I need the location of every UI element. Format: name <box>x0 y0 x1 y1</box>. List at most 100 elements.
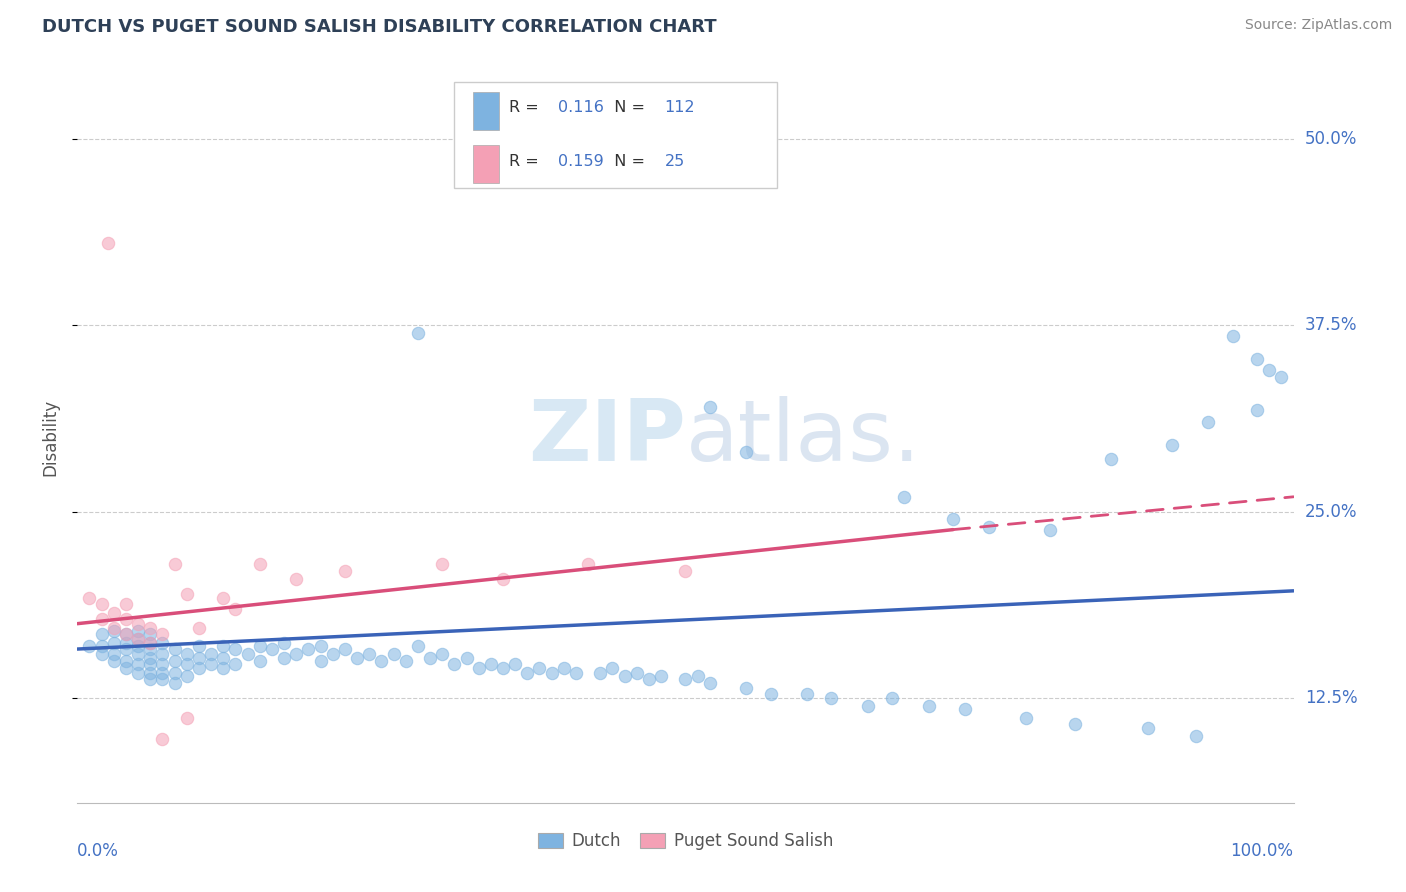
Point <box>346 651 368 665</box>
Text: Source: ZipAtlas.com: Source: ZipAtlas.com <box>1244 18 1392 32</box>
Point <box>103 654 125 668</box>
Point <box>893 490 915 504</box>
Point <box>103 636 125 650</box>
Point <box>139 672 162 686</box>
Point <box>152 647 174 661</box>
Point <box>212 661 235 675</box>
Text: 0.159: 0.159 <box>558 153 603 169</box>
Point <box>200 657 222 671</box>
Point <box>1246 403 1268 417</box>
Point <box>188 651 211 665</box>
Text: R =: R = <box>509 153 544 169</box>
Point <box>152 731 174 746</box>
Point <box>152 657 174 671</box>
Point <box>942 512 965 526</box>
Point <box>115 597 138 611</box>
Point <box>224 601 246 615</box>
Point <box>212 639 235 653</box>
Point <box>395 654 418 668</box>
Point <box>1099 452 1122 467</box>
Point <box>115 627 138 641</box>
Point <box>249 639 271 653</box>
Text: 0.116: 0.116 <box>558 101 603 115</box>
Point <box>103 606 125 620</box>
Point <box>638 672 661 686</box>
FancyBboxPatch shape <box>472 145 499 183</box>
Point <box>1222 328 1244 343</box>
Text: N =: N = <box>605 101 650 115</box>
Point <box>492 572 515 586</box>
Point <box>97 235 120 250</box>
Point <box>115 654 138 668</box>
Text: DUTCH VS PUGET SOUND SALISH DISABILITY CORRELATION CHART: DUTCH VS PUGET SOUND SALISH DISABILITY C… <box>42 18 717 36</box>
Point <box>285 572 308 586</box>
Point <box>139 657 162 671</box>
Point <box>443 657 465 671</box>
Point <box>115 612 138 626</box>
Point <box>127 624 149 639</box>
Point <box>1039 523 1062 537</box>
Point <box>1197 415 1219 429</box>
Point <box>699 676 721 690</box>
Point <box>127 639 149 653</box>
Point <box>139 636 162 650</box>
FancyBboxPatch shape <box>472 92 499 130</box>
Point <box>163 676 186 690</box>
Point <box>115 627 138 641</box>
Point <box>285 647 308 661</box>
Point <box>419 651 441 665</box>
Point <box>820 691 842 706</box>
Point <box>735 445 758 459</box>
Text: 100.0%: 100.0% <box>1230 842 1294 860</box>
Point <box>127 647 149 661</box>
Point <box>139 621 162 635</box>
Point <box>249 557 271 571</box>
Point <box>212 591 235 606</box>
Point <box>759 687 782 701</box>
Point <box>613 669 636 683</box>
Point <box>115 642 138 657</box>
Text: 12.5%: 12.5% <box>1305 690 1357 707</box>
Point <box>139 665 162 680</box>
Point <box>127 665 149 680</box>
Point <box>152 627 174 641</box>
Point <box>224 657 246 671</box>
Point <box>127 632 149 646</box>
Point <box>626 665 648 680</box>
Point <box>333 642 356 657</box>
Point <box>139 636 162 650</box>
Point <box>176 711 198 725</box>
Point <box>103 621 125 635</box>
Point <box>309 654 332 668</box>
Point <box>1063 716 1085 731</box>
Point <box>127 632 149 646</box>
Point <box>1246 352 1268 367</box>
Point <box>565 665 588 680</box>
Point <box>675 672 697 686</box>
Point <box>953 702 976 716</box>
Point <box>273 651 295 665</box>
Point <box>1185 729 1208 743</box>
Point <box>224 642 246 657</box>
Point <box>333 565 356 579</box>
Point <box>467 661 489 675</box>
Point <box>882 691 904 706</box>
Point <box>589 665 612 680</box>
Point <box>249 654 271 668</box>
Point <box>163 665 186 680</box>
Point <box>188 661 211 675</box>
Point <box>139 651 162 665</box>
Point <box>79 591 101 606</box>
Text: 25: 25 <box>665 153 685 169</box>
Point <box>1015 711 1038 725</box>
Point <box>139 642 162 657</box>
Point <box>650 669 672 683</box>
Point <box>152 636 174 650</box>
Text: 0.0%: 0.0% <box>77 842 120 860</box>
Point <box>1270 370 1292 384</box>
Point <box>576 557 599 571</box>
Point <box>516 665 538 680</box>
Text: R =: R = <box>509 101 544 115</box>
Point <box>90 627 112 641</box>
Point <box>90 597 112 611</box>
